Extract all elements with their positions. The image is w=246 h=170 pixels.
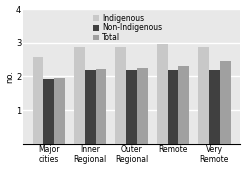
Bar: [74, 47, 85, 144]
Bar: [209, 70, 220, 144]
Y-axis label: no.: no.: [6, 70, 15, 83]
Bar: [220, 61, 231, 144]
Bar: [157, 44, 168, 144]
Bar: [33, 57, 43, 144]
Bar: [43, 79, 54, 144]
Bar: [85, 70, 95, 144]
Bar: [137, 68, 148, 144]
Bar: [126, 70, 137, 144]
Bar: [178, 66, 189, 144]
Bar: [95, 69, 106, 144]
Bar: [115, 47, 126, 144]
Bar: [198, 47, 209, 144]
Legend: Indigenous, Non-Indigenous, Total: Indigenous, Non-Indigenous, Total: [92, 13, 163, 43]
Bar: [168, 70, 178, 144]
Bar: [54, 78, 65, 144]
